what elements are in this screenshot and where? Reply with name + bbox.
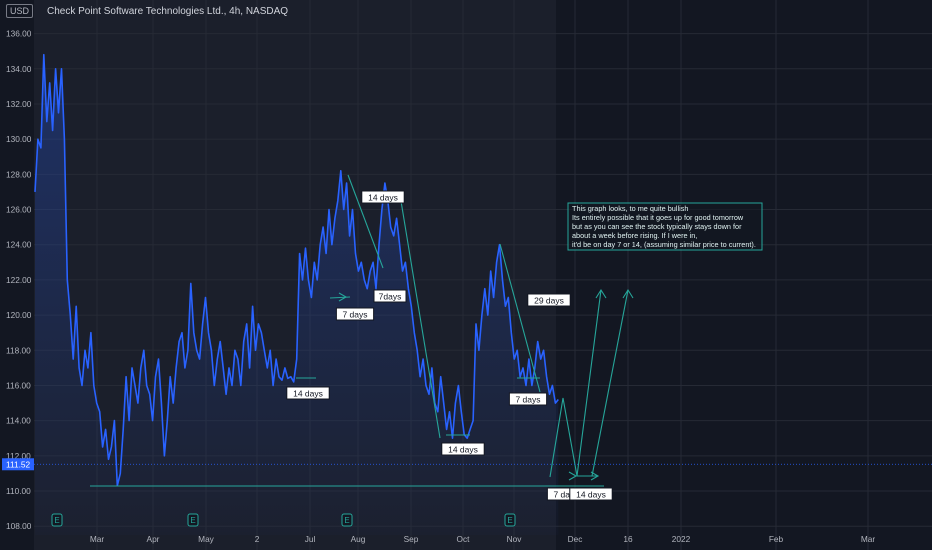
x-tick-label: 2	[255, 534, 260, 544]
trend-line	[499, 243, 541, 393]
note-line: it'd be on day 7 or 14, (assuming simila…	[572, 240, 756, 249]
note-line: but as you can see the stock typically s…	[572, 222, 742, 231]
y-tick-label: 114.00	[6, 416, 31, 426]
y-tick-label: 116.00	[6, 380, 31, 390]
day-label: 14 days	[368, 193, 398, 203]
note-line: This graph looks, to me quite bullish	[572, 204, 688, 213]
note-box	[567, 202, 763, 251]
x-tick-label: 2022	[672, 534, 691, 544]
x-tick-label: Jul	[305, 534, 316, 544]
projection-arrow	[576, 289, 602, 477]
y-tick-label: 136.00	[6, 29, 32, 39]
day-label-box	[441, 442, 485, 456]
x-tick-label: 16	[623, 534, 633, 544]
y-tick-label: 126.00	[6, 205, 32, 215]
day-label-box	[508, 392, 548, 406]
y-tick-label: 132.00	[6, 99, 32, 109]
x-tick-label: Apr	[147, 534, 160, 544]
projection-path	[549, 397, 598, 478]
day-label: 7 days	[515, 395, 540, 405]
earnings-marker	[504, 513, 516, 527]
y-tick-label: 108.00	[6, 521, 32, 531]
trend-line	[347, 174, 384, 269]
arrow-head	[590, 471, 600, 481]
note-line: about a week before rising. If I were in…	[572, 231, 697, 240]
day-label-box	[527, 293, 571, 307]
day-label: 7 days	[342, 310, 367, 320]
y-tick-label: 128.00	[6, 169, 32, 179]
day-label-box	[361, 190, 405, 204]
projection-arrow	[591, 289, 629, 477]
annotation-drawings	[90, 174, 634, 487]
earnings-marker-label: E	[54, 516, 59, 525]
x-tick-label: Nov	[507, 534, 523, 544]
x-tick-label: Oct	[457, 534, 471, 544]
currency-badge[interactable]: USD	[6, 4, 34, 18]
earnings-marker-label: E	[190, 516, 195, 525]
earnings-marker-label: E	[507, 516, 512, 525]
y-tick-label: 118.00	[6, 345, 31, 355]
day-label-box	[286, 386, 330, 400]
x-tick-label: Mar	[861, 534, 876, 544]
day-label: 14 days	[576, 490, 606, 500]
x-tick-label: Sep	[404, 534, 419, 544]
arrow-head	[568, 471, 578, 481]
day-label: 14 days	[293, 389, 323, 399]
day-label: 7 days	[553, 490, 578, 500]
x-tick-label: Aug	[351, 534, 366, 544]
x-tick-label: Mar	[90, 534, 105, 544]
y-tick-label: 112.00	[6, 451, 31, 461]
y-tick-label: 130.00	[6, 134, 32, 144]
x-tick-label: May	[198, 534, 215, 544]
price-area	[35, 54, 559, 535]
last-price-badge	[2, 458, 34, 471]
day-label-box	[373, 289, 407, 303]
day-label-box	[569, 487, 613, 501]
y-tick-label: 122.00	[6, 275, 32, 285]
arrow-head	[595, 288, 607, 299]
arrow-head	[338, 292, 348, 302]
earnings-marker	[341, 513, 353, 527]
price-line	[34, 53, 559, 487]
x-tick-label: Feb	[769, 534, 784, 544]
y-tick-label: 110.00	[6, 486, 31, 496]
symbol-title: Check Point Software Technologies Ltd., …	[47, 5, 289, 17]
earnings-marker	[51, 513, 63, 527]
day-label: 14 days	[448, 445, 478, 455]
earnings-marker-label: E	[344, 516, 349, 525]
last-price-label: 111.52	[6, 459, 31, 469]
y-tick-label: 134.00	[6, 64, 32, 74]
note-line: Its entirely possible that it goes up fo…	[572, 213, 744, 222]
trend-line	[399, 194, 441, 439]
y-tick-label: 120.00	[6, 310, 32, 320]
chart-header: USD Check Point Software Technologies Lt…	[6, 3, 288, 19]
y-tick-label: 124.00	[6, 240, 32, 250]
day-label-box	[335, 307, 375, 321]
earnings-marker	[187, 513, 199, 527]
arrow-head	[622, 288, 634, 299]
day-label: 29 days	[534, 296, 564, 306]
x-tick-label: Dec	[568, 534, 583, 544]
day-label: 7days	[379, 292, 402, 302]
